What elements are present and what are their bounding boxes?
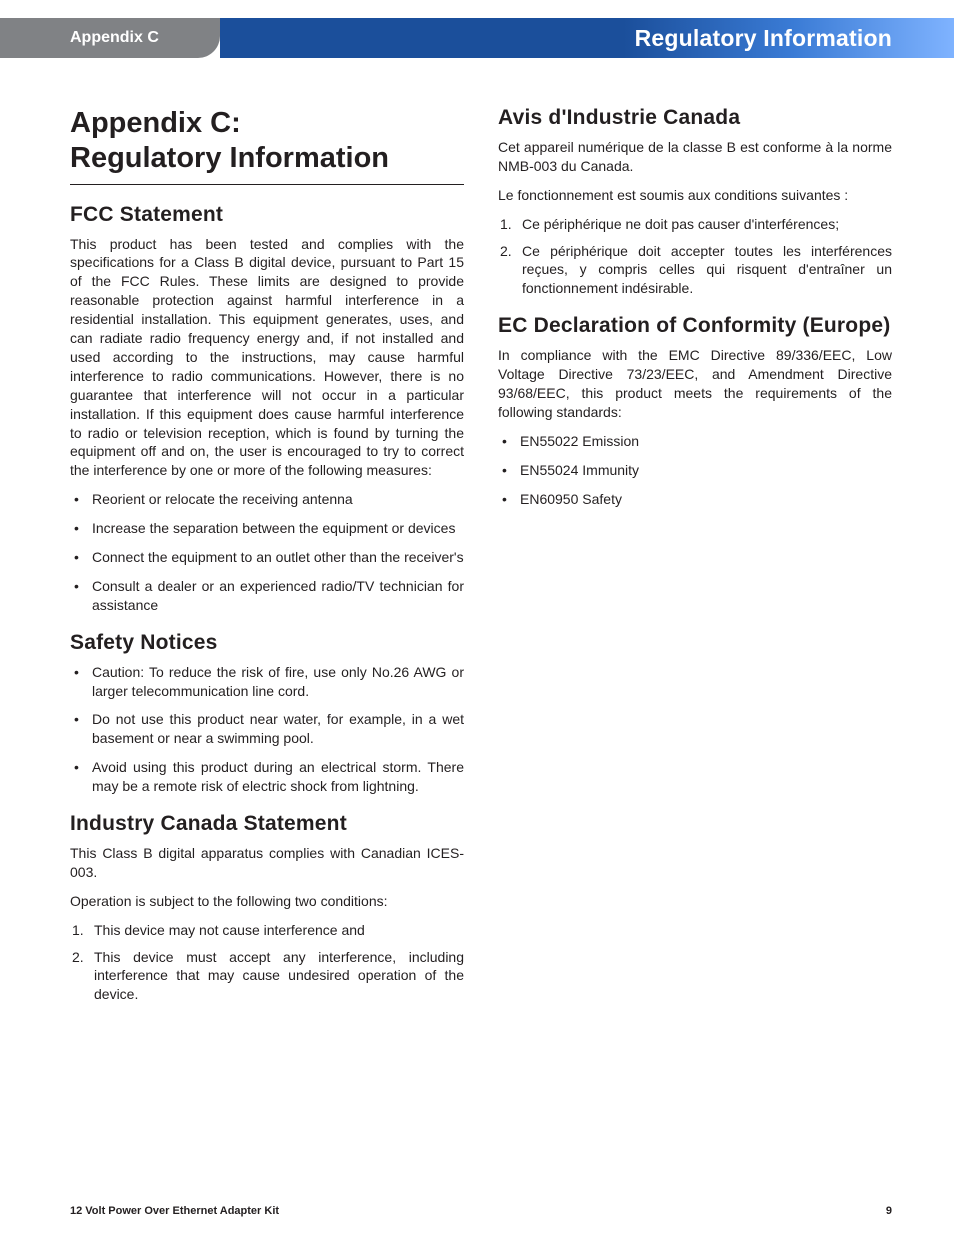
header-title-bar: Regulatory Information	[220, 18, 954, 58]
list-item: Consult a dealer or an experienced radio…	[70, 577, 464, 615]
industry-canada-body1: This Class B digital apparatus complies …	[70, 844, 464, 882]
page-header: Appendix C Regulatory Information	[0, 0, 954, 58]
industry-canada-heading: Industry Canada Statement	[70, 812, 464, 836]
page-title-line2: Regulatory Information	[70, 142, 389, 174]
avis-heading: Avis d'Industrie Canada	[498, 106, 892, 130]
footer-page-number: 9	[886, 1205, 892, 1217]
ec-body: In compliance with the EMC Directive 89/…	[498, 346, 892, 422]
fcc-bullets: Reorient or relocate the receiving anten…	[70, 490, 464, 614]
column-right: Avis d'Industrie Canada Cet appareil num…	[498, 106, 892, 1014]
header-appendix-label: Appendix C	[70, 29, 159, 47]
ec-bullets: EN55022 Emission EN55024 Immunity EN6095…	[498, 432, 892, 509]
avis-body1: Cet appareil numérique de la classe B es…	[498, 138, 892, 176]
header-title-text: Regulatory Information	[635, 25, 892, 52]
list-item: This device may not cause interference a…	[70, 921, 464, 940]
list-item: Do not use this product near water, for …	[70, 710, 464, 748]
safety-bullets: Caution: To reduce the risk of fire, use…	[70, 663, 464, 796]
list-item: Connect the equipment to an outlet other…	[70, 548, 464, 567]
page-title-line1: Appendix C:	[70, 107, 241, 139]
footer-product-name: 12 Volt Power Over Ethernet Adapter Kit	[70, 1205, 279, 1217]
list-item: EN60950 Safety	[498, 490, 892, 509]
avis-list: Ce périphérique ne doit pas causer d'int…	[498, 215, 892, 299]
list-item: EN55022 Emission	[498, 432, 892, 451]
list-item: Reorient or relocate the receiving anten…	[70, 490, 464, 509]
fcc-body: This product has been tested and complie…	[70, 235, 464, 481]
column-left: Appendix C: Regulatory Information FCC S…	[70, 106, 464, 1014]
list-item: Increase the separation between the equi…	[70, 519, 464, 538]
header-appendix-tab: Appendix C	[0, 18, 220, 58]
content-two-column: Appendix C: Regulatory Information FCC S…	[0, 58, 954, 1014]
list-item: Ce périphérique doit accepter toutes les…	[498, 242, 892, 299]
header-title: Regulatory Information	[220, 18, 954, 58]
page-footer: 12 Volt Power Over Ethernet Adapter Kit …	[0, 1205, 954, 1217]
safety-heading: Safety Notices	[70, 631, 464, 655]
page: Appendix C Regulatory Information Append…	[0, 0, 954, 1235]
list-item: Ce périphérique ne doit pas causer d'int…	[498, 215, 892, 234]
page-title: Appendix C: Regulatory Information	[70, 106, 464, 185]
industry-canada-list: This device may not cause interference a…	[70, 921, 464, 1005]
list-item: Caution: To reduce the risk of fire, use…	[70, 663, 464, 701]
list-item: EN55024 Immunity	[498, 461, 892, 480]
avis-body2: Le fonctionnement est soumis aux conditi…	[498, 186, 892, 205]
fcc-heading: FCC Statement	[70, 203, 464, 227]
list-item: This device must accept any interference…	[70, 948, 464, 1005]
ec-heading: EC Declaration of Conformity (Europe)	[498, 314, 892, 338]
list-item: Avoid using this product during an elect…	[70, 758, 464, 796]
industry-canada-body2: Operation is subject to the following tw…	[70, 892, 464, 911]
